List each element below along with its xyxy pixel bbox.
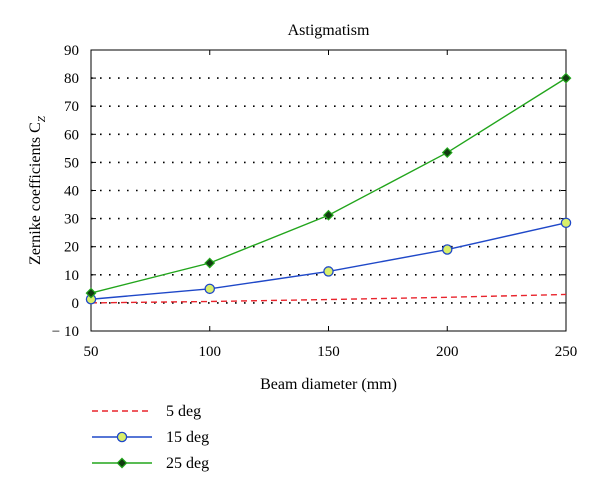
axis-ticks [90,49,567,332]
y-tick-label: 50 [64,155,79,171]
chart-title: Astigmatism [288,22,370,39]
x-tick-labels: 50 100 150 200 250 [84,344,578,360]
data-point [323,209,334,221]
data-point [560,72,572,84]
y-tick-label: 0 [72,296,80,312]
legend: 5 deg 15 deg 25 deg [92,403,209,472]
y-tick-label: 70 [64,99,79,115]
y-tick-label: 80 [64,71,79,87]
series-line [90,293,567,304]
plot-frame [90,49,567,332]
y-axis-title-main: Zernike coefficients C [27,122,44,265]
legend-label: 5 deg [166,403,201,420]
legend-item: 15 deg [92,429,209,446]
data-point [323,266,334,277]
series-2 [85,72,572,299]
data-point [204,257,216,269]
x-axis-title: Beam diameter (mm) [260,376,397,393]
y-tick-label: − 10 [52,324,79,340]
y-tick-label: 90 [64,43,79,59]
x-tick-label: 50 [84,344,99,360]
data-series [85,72,572,305]
series-line [90,77,567,294]
y-tick-label: 10 [64,268,79,284]
x-tick-label: 100 [199,344,222,360]
series-line [90,222,567,300]
data-point [441,244,453,255]
y-tick-labels: − 10 0 10 20 30 40 50 60 70 80 90 [52,43,79,340]
y-tick-label: 20 [64,240,79,256]
y-axis-title: Zernike coefficients CZ [27,115,48,265]
x-tick-label: 150 [317,344,340,360]
legend-item: 25 deg [92,455,209,472]
y-axis-title-subscript: Z [36,115,48,122]
data-point [441,147,453,159]
series-1 [85,217,572,305]
x-tick-label: 200 [436,344,459,360]
legend-label: 25 deg [166,455,209,472]
data-point [204,283,215,295]
x-tick-label: 250 [555,344,578,360]
legend-marker [116,457,128,469]
legend-item: 5 deg [92,403,201,420]
y-tick-label: 30 [64,212,79,228]
y-tick-label: 40 [64,184,79,200]
data-point [560,217,572,229]
series-0 [90,293,567,304]
legend-label: 15 deg [166,429,209,446]
y-tick-label: 60 [64,127,79,143]
data-point [85,287,97,299]
legend-marker [116,431,128,443]
